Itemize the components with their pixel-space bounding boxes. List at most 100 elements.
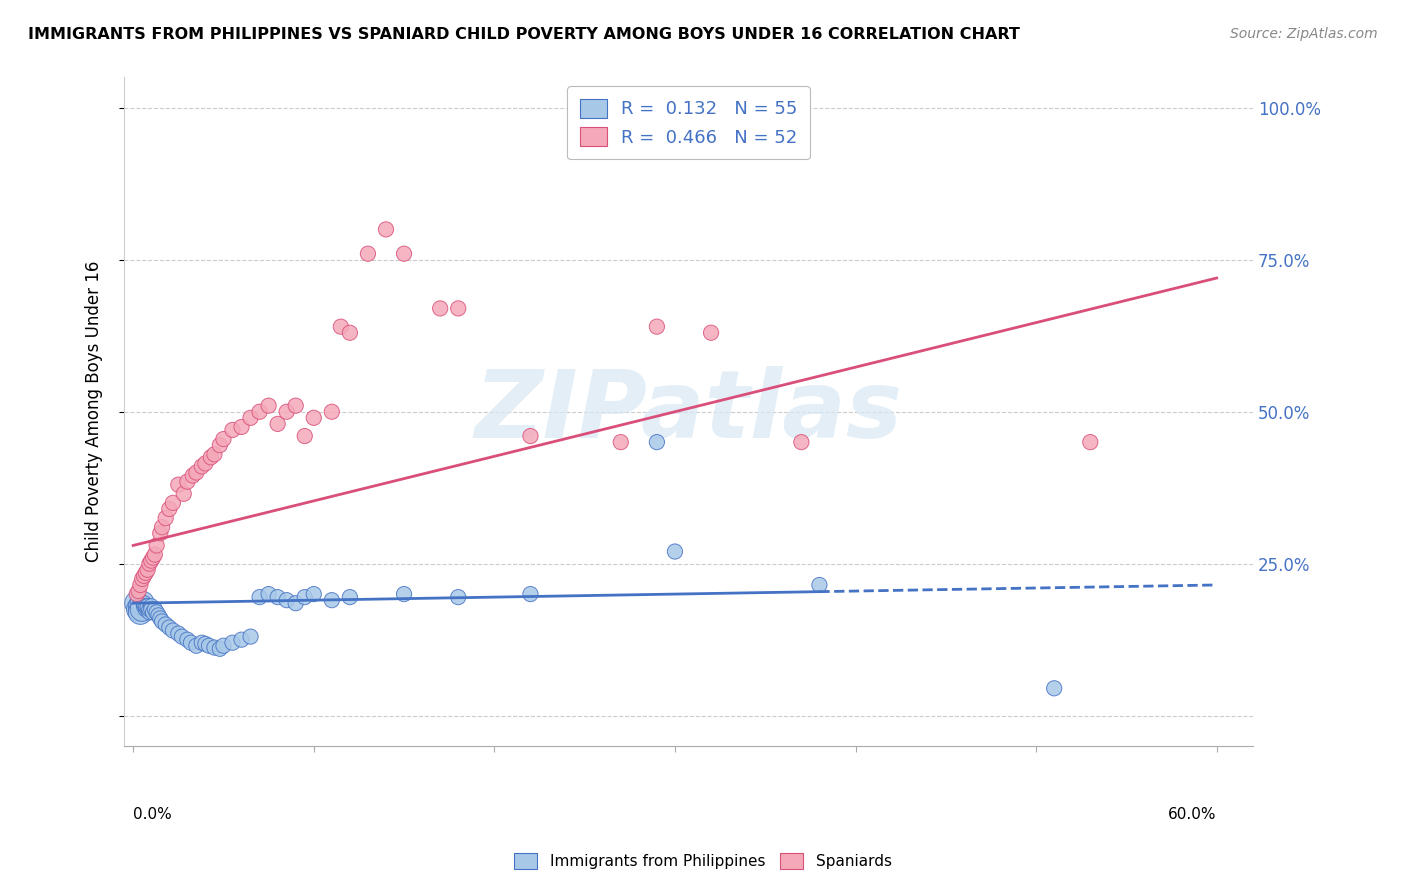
Point [157,620,180,634]
Point [194,457,217,471]
Text: IMMIGRANTS FROM PHILIPPINES VS SPANIARD CHILD POVERTY AMONG BOYS UNDER 16 CORREL: IMMIGRANTS FROM PHILIPPINES VS SPANIARD … [28,27,1019,42]
Point [162,496,184,510]
Text: ZIPatlas: ZIPatlas [474,366,903,458]
Point [131,602,153,616]
Point [321,405,343,419]
Point [191,459,214,474]
Point [249,405,271,419]
Point [132,596,155,610]
Point [645,435,668,450]
Point [176,475,198,489]
Point [429,301,451,316]
Point [143,602,166,616]
Point [239,410,262,425]
Point [519,429,541,443]
Point [132,599,155,614]
Point [294,429,316,443]
Point [447,590,470,604]
Point [186,466,208,480]
Point [129,605,152,619]
Point [149,526,172,541]
Point [339,326,361,340]
Point [162,624,184,638]
Point [149,611,172,625]
Point [302,410,325,425]
Point [208,641,231,656]
Point [136,563,159,577]
Point [135,602,157,616]
Point [266,590,288,604]
Point [339,590,361,604]
Text: Source: ZipAtlas.com: Source: ZipAtlas.com [1230,27,1378,41]
Point [249,590,271,604]
Point [141,602,163,616]
Point [186,639,208,653]
Point [176,632,198,647]
Point [239,630,262,644]
Point [664,544,686,558]
Point [136,602,159,616]
Point [645,319,668,334]
Point [129,599,152,614]
Point [284,596,307,610]
Point [129,578,152,592]
Point [294,590,316,604]
Point [142,605,165,619]
Point [194,637,217,651]
Point [128,602,150,616]
Point [125,596,148,610]
Point [204,640,226,655]
Point [141,554,163,568]
Point [138,605,160,619]
Point [132,569,155,583]
Point [135,566,157,580]
Point [266,417,288,431]
Point [181,468,204,483]
Y-axis label: Child Poverty Among Boys Under 16: Child Poverty Among Boys Under 16 [86,261,103,563]
Point [157,502,180,516]
Point [167,477,190,491]
Point [155,511,177,525]
Point [329,319,352,334]
Point [519,587,541,601]
Point [131,596,153,610]
Point [128,584,150,599]
Point [276,405,298,419]
Point [790,435,813,450]
Point [208,438,231,452]
Point [191,636,214,650]
Point [143,548,166,562]
Point [321,593,343,607]
Point [198,639,221,653]
Point [221,636,243,650]
Point [135,599,157,614]
Point [392,246,415,260]
Point [131,572,153,586]
Point [125,587,148,601]
Point [257,587,280,601]
Point [808,578,831,592]
Point [302,587,325,601]
Point [204,447,226,461]
Point [150,520,173,534]
Point [145,605,167,619]
Legend: R =  0.132   N = 55, R =  0.466   N = 52: R = 0.132 N = 55, R = 0.466 N = 52 [567,87,810,160]
Point [357,246,380,260]
Text: 0.0%: 0.0% [134,807,172,822]
Point [231,632,253,647]
Point [145,539,167,553]
Point [170,630,193,644]
Point [138,557,160,571]
Point [167,626,190,640]
Point [257,399,280,413]
Point [276,593,298,607]
Point [200,450,222,465]
Point [700,326,723,340]
Point [173,487,195,501]
Text: 60.0%: 60.0% [1168,807,1216,822]
Point [375,222,398,236]
Point [447,301,470,316]
Point [221,423,243,437]
Point [1078,435,1101,450]
Point [155,617,177,632]
